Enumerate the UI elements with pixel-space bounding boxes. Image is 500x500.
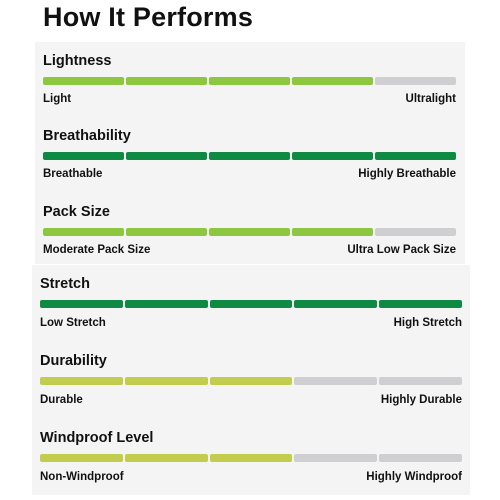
durability-max-label: Highly Durable — [380, 394, 462, 406]
lightness-segment-empty — [375, 77, 456, 85]
durability-segment-filled — [40, 377, 123, 385]
lightness-min-label: Light — [43, 93, 72, 105]
breathability-min-label: Breathable — [43, 168, 103, 180]
durability-segment-filled — [124, 377, 208, 385]
lightness-segment-filled — [292, 77, 373, 85]
durability-segment-filled — [209, 377, 293, 385]
pack-size-segment-empty — [375, 228, 456, 236]
lightness-heading: Lightness — [43, 53, 112, 69]
windproof-level-max-label: Highly Windproof — [366, 471, 462, 483]
pack-size-segment-filled — [292, 228, 373, 236]
durability-segment-empty — [379, 377, 462, 385]
lightness-max-label: Ultralight — [405, 93, 456, 105]
durability-rating-bar — [40, 377, 462, 385]
breathability-segment-filled — [209, 152, 290, 160]
windproof-level-segment-filled — [40, 454, 123, 462]
stretch-segment-filled — [124, 300, 208, 308]
breathability-max-label: Highly Breathable — [358, 168, 456, 180]
stretch-segment-filled — [379, 300, 462, 308]
lightness-rating-bar — [43, 77, 456, 85]
stretch-segment-filled — [209, 300, 293, 308]
breathability-segment-filled — [375, 152, 456, 160]
stretch-min-label: Low Stretch — [40, 317, 106, 329]
windproof-level-segment-empty — [294, 454, 378, 462]
durability-heading: Durability — [40, 353, 107, 369]
pack-size-rating-bar — [43, 228, 456, 236]
pack-size-max-label: Ultra Low Pack Size — [347, 244, 456, 256]
pack-size-segment-filled — [43, 228, 124, 236]
windproof-level-min-label: Non-Windproof — [40, 471, 124, 483]
breathability-segment-filled — [126, 152, 207, 160]
windproof-level-segment-empty — [379, 454, 462, 462]
pack-size-heading: Pack Size — [43, 204, 110, 220]
breathability-segment-filled — [292, 152, 373, 160]
page-title: How It Performs — [43, 2, 254, 32]
breathability-heading: Breathability — [43, 128, 131, 144]
lightness-segment-filled — [209, 77, 290, 85]
lightness-segment-filled — [43, 77, 124, 85]
breathability-segment-filled — [43, 152, 124, 160]
stretch-rating-bar — [40, 300, 462, 308]
stretch-heading: Stretch — [40, 276, 90, 292]
pack-size-min-label: Moderate Pack Size — [43, 244, 151, 256]
pack-size-segment-filled — [126, 228, 207, 236]
durability-segment-empty — [294, 377, 378, 385]
durability-min-label: Durable — [40, 394, 83, 406]
windproof-level-rating-bar — [40, 454, 462, 462]
stretch-segment-filled — [40, 300, 123, 308]
pack-size-segment-filled — [209, 228, 290, 236]
stretch-max-label: High Stretch — [393, 317, 462, 329]
windproof-level-heading: Windproof Level — [40, 430, 154, 446]
stretch-segment-filled — [294, 300, 378, 308]
breathability-rating-bar — [43, 152, 456, 160]
lightness-segment-filled — [126, 77, 207, 85]
windproof-level-segment-filled — [124, 454, 208, 462]
windproof-level-segment-filled — [209, 454, 293, 462]
